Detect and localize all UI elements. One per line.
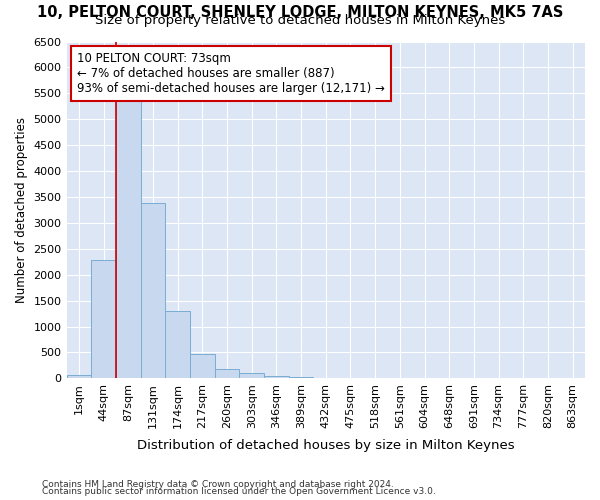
Bar: [165, 310, 190, 378]
Bar: [91, 260, 116, 378]
Text: 10, PELTON COURT, SHENLEY LODGE, MILTON KEYNES, MK5 7AS: 10, PELTON COURT, SHENLEY LODGE, MILTON …: [37, 5, 563, 20]
Bar: [116, 97, 140, 378]
Bar: [264, 376, 289, 378]
Bar: [239, 373, 264, 378]
Bar: [215, 369, 239, 378]
Text: Contains public sector information licensed under the Open Government Licence v3: Contains public sector information licen…: [42, 487, 436, 496]
Text: 10 PELTON COURT: 73sqm
← 7% of detached houses are smaller (887)
93% of semi-det: 10 PELTON COURT: 73sqm ← 7% of detached …: [77, 52, 385, 94]
Text: Contains HM Land Registry data © Crown copyright and database right 2024.: Contains HM Land Registry data © Crown c…: [42, 480, 394, 489]
Bar: [140, 203, 165, 378]
Y-axis label: Number of detached properties: Number of detached properties: [15, 117, 28, 303]
X-axis label: Distribution of detached houses by size in Milton Keynes: Distribution of detached houses by size …: [137, 440, 515, 452]
Bar: [67, 374, 91, 378]
Bar: [190, 354, 215, 378]
Text: Size of property relative to detached houses in Milton Keynes: Size of property relative to detached ho…: [95, 14, 505, 27]
Bar: [289, 377, 313, 378]
